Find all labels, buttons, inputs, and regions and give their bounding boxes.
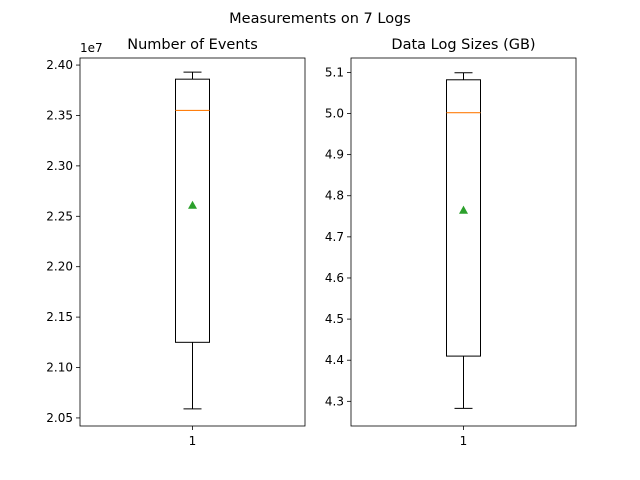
y-tick-label: 2.15 xyxy=(46,310,73,324)
y-tick-label: 2.05 xyxy=(46,411,73,425)
mean-marker xyxy=(188,200,197,209)
y-tick-label: 2.10 xyxy=(46,361,73,375)
y-tick-label: 4.4 xyxy=(325,353,344,367)
panel-title: Data Log Sizes (GB) xyxy=(391,37,535,53)
panel-number-of-events: Number of Events 1e7 2.05 2.10 2.15 2.20 2.25 2… xyxy=(46,37,306,448)
axes-frame xyxy=(79,57,306,427)
y-tick-label: 2.30 xyxy=(46,159,73,173)
y-tick-label: 2.25 xyxy=(46,209,73,223)
y-tick-label: 2.40 xyxy=(46,58,73,72)
box-iqr xyxy=(175,78,210,343)
y-tick-label: 5.1 xyxy=(325,65,344,79)
x-tick-label: 1 xyxy=(189,434,197,448)
y-tick-label: 4.9 xyxy=(325,148,344,162)
axes-frame xyxy=(350,57,577,427)
y-tick-label: 5.0 xyxy=(325,107,344,121)
box-iqr xyxy=(446,79,481,357)
y-tick-label: 4.3 xyxy=(325,394,344,408)
y-tick-label: 2.20 xyxy=(46,260,73,274)
y-tick-label: 2.35 xyxy=(46,108,73,122)
figure-suptitle: Measurements on 7 Logs xyxy=(229,11,411,27)
panel-data-log-sizes: Data Log Sizes (GB) 4.3 4.4 4.5 4.6 4.7 4.8 4.9… xyxy=(325,37,577,448)
x-tick-label: 1 xyxy=(460,434,468,448)
y-tick-label: 4.5 xyxy=(325,312,344,326)
y-tick-label: 4.7 xyxy=(325,230,344,244)
y-tick-label: 4.6 xyxy=(325,271,344,285)
panel-title: Number of Events xyxy=(127,37,258,53)
y-offset-text: 1e7 xyxy=(80,41,103,55)
mean-marker xyxy=(459,205,468,214)
y-tick-label: 4.8 xyxy=(325,189,344,203)
